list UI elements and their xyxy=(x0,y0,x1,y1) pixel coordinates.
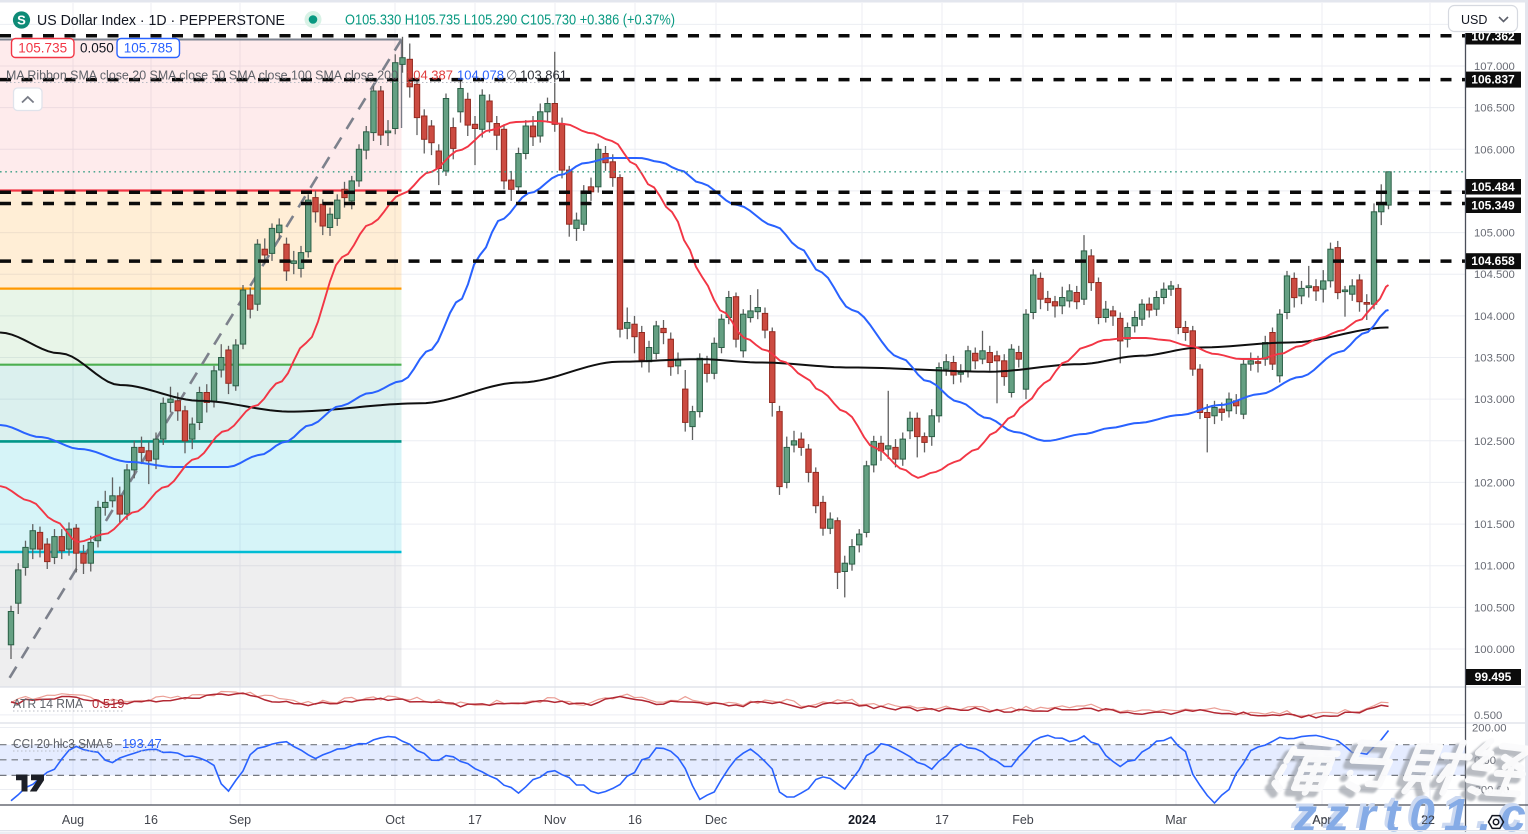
svg-text:100.000: 100.000 xyxy=(1474,644,1515,656)
svg-text:Nov: Nov xyxy=(544,813,567,827)
svg-text:Mar: Mar xyxy=(1165,813,1187,827)
svg-text:103.000: 103.000 xyxy=(1474,394,1515,406)
svg-text:22: 22 xyxy=(1421,813,1435,827)
svg-text:Oct: Oct xyxy=(385,813,405,827)
svg-text:105.785: 105.785 xyxy=(124,41,173,56)
svg-text:0.500: 0.500 xyxy=(1474,710,1502,722)
svg-text:MA Ribbon SMA close 20 SMA c: MA Ribbon SMA close 20 SMA close 50 SMA … xyxy=(6,68,398,83)
svg-text:99.495: 99.495 xyxy=(1475,670,1512,684)
svg-text:0.050: 0.050 xyxy=(80,41,114,56)
svg-text:200.00: 200.00 xyxy=(1472,723,1507,735)
svg-text:104.500: 104.500 xyxy=(1474,269,1515,281)
svg-text:104.078: 104.078 xyxy=(457,68,504,83)
svg-text:104.658: 104.658 xyxy=(1471,254,1515,268)
svg-text:104.000: 104.000 xyxy=(1474,311,1515,323)
svg-text:105.735: 105.735 xyxy=(18,41,67,56)
svg-text:104.387: 104.387 xyxy=(406,68,453,83)
svg-text:Dec: Dec xyxy=(705,813,727,827)
svg-text:101.500: 101.500 xyxy=(1474,519,1515,531)
svg-text:22: 22 xyxy=(1421,813,1435,827)
svg-text:US Dollar Index · 1D · PEPPERS: US Dollar Index · 1D · PEPPERSTONE xyxy=(37,12,285,29)
svg-text:16: 16 xyxy=(144,813,158,827)
svg-text:105.000: 105.000 xyxy=(1474,228,1515,240)
svg-text:Feb: Feb xyxy=(1012,813,1034,827)
svg-text:2024: 2024 xyxy=(848,813,876,827)
svg-text:Apr: Apr xyxy=(1312,813,1331,827)
svg-text:17: 17 xyxy=(935,813,949,827)
svg-text:Sep: Sep xyxy=(229,813,251,827)
svg-text:∅: ∅ xyxy=(506,68,517,83)
svg-text:102.000: 102.000 xyxy=(1474,477,1515,489)
svg-text:zzrt01.cn: zzrt01.cn xyxy=(1293,789,1528,834)
svg-text:105.349: 105.349 xyxy=(1471,199,1515,213)
svg-text:103.861: 103.861 xyxy=(520,68,567,83)
svg-text:100.500: 100.500 xyxy=(1474,602,1515,614)
svg-text:106.837: 106.837 xyxy=(1471,73,1515,87)
svg-text:Aug: Aug xyxy=(62,813,84,827)
svg-text:ATR 14 RMA: ATR 14 RMA xyxy=(13,696,83,711)
svg-text:17: 17 xyxy=(468,813,482,827)
svg-text:102.500: 102.500 xyxy=(1474,436,1515,448)
svg-text:S: S xyxy=(17,13,26,28)
svg-text:16: 16 xyxy=(628,813,642,827)
svg-text:O105.330 H105.735 L105.290 C10: O105.330 H105.735 L105.290 C105.730 +0.3… xyxy=(345,13,675,29)
svg-text:105.484: 105.484 xyxy=(1471,180,1515,194)
svg-text:0.519: 0.519 xyxy=(92,696,125,711)
svg-text:101.000: 101.000 xyxy=(1474,561,1515,573)
svg-text:zzrt01.cn: zzrt01.cn xyxy=(1290,786,1528,834)
svg-text:106.000: 106.000 xyxy=(1474,144,1515,156)
svg-text:Apr: Apr xyxy=(1313,813,1332,827)
svg-text:103.500: 103.500 xyxy=(1474,353,1515,365)
svg-text:107.000: 107.000 xyxy=(1474,61,1515,73)
svg-text:106.500: 106.500 xyxy=(1474,103,1515,115)
svg-text:107.362: 107.362 xyxy=(1471,30,1515,44)
svg-text:CCI 20 hlc3 SMA 5: CCI 20 hlc3 SMA 5 xyxy=(13,736,113,751)
svg-text:USD: USD xyxy=(1461,13,1487,27)
svg-text:193.47: 193.47 xyxy=(122,736,162,751)
